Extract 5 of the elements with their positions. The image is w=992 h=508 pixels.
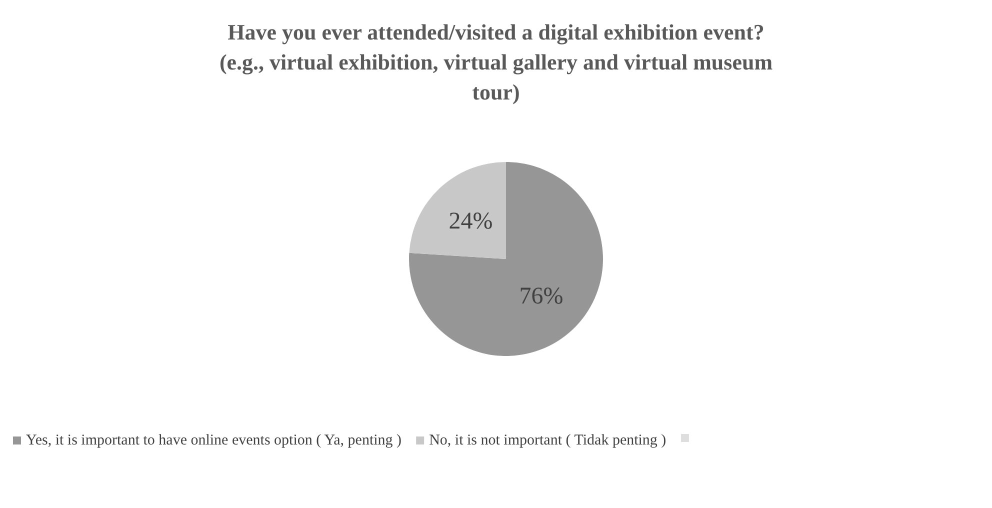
legend-label: Yes, it is important to have online events option ( Ya, penting ) (26, 432, 402, 448)
legend-label: No, it is not important ( Tidak penting ) (429, 432, 666, 448)
data-label: 76% (519, 284, 564, 310)
chart-title: Have you ever attended/visited a digital exhibition event? (e.g., virtual exhibition, virtual gallery and virtual museum tour) (219, 20, 773, 104)
data-label: 24% (448, 208, 493, 234)
